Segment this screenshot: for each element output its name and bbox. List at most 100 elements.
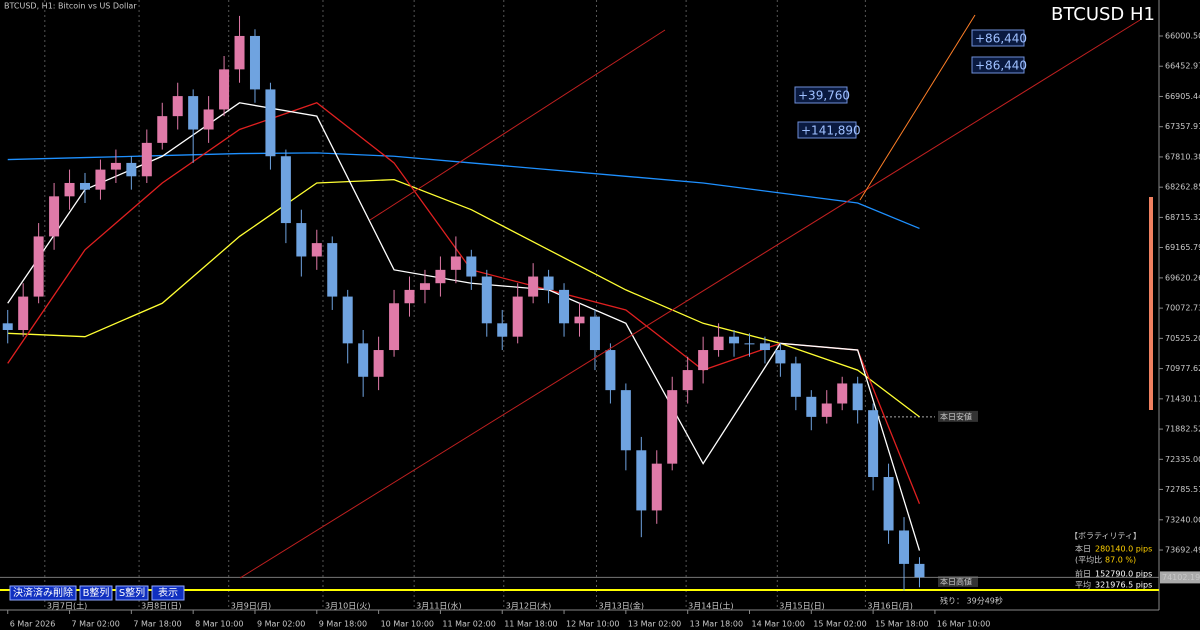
day-label: 3月14日(土) (688, 601, 734, 611)
button[interactable]: 表示 (151, 585, 185, 601)
candle-body (358, 343, 369, 377)
candle-body (219, 69, 230, 110)
trend-line (859, 14, 976, 201)
vol-value: 321976.5 pips (1095, 581, 1152, 590)
candle-body (589, 316, 600, 351)
y-tick-label: 71430.11 (1165, 394, 1200, 403)
candle-body (775, 350, 786, 364)
vol-value: 280140.0 pips (1095, 545, 1152, 554)
candle-body (744, 343, 755, 345)
day-label: 3月15日(日) (779, 602, 825, 611)
candle-body (373, 350, 384, 377)
y-tick-label: 72335.00 (1165, 455, 1200, 464)
candle-body (2, 323, 13, 330)
candle-body (497, 323, 508, 337)
y-tick-label: 73240.00 (1165, 515, 1200, 524)
candle-body (466, 256, 477, 277)
day-label: 3月11日(水) (416, 601, 462, 611)
candle-body (389, 303, 400, 351)
x-tick-label: 7 Mar 18:00 (133, 620, 181, 629)
y-tick-label: 71882.52 (1165, 425, 1200, 434)
y-tick-label: 73692.49 (1165, 546, 1200, 555)
day-label: 3月13日(金) (598, 601, 644, 611)
candle-body (234, 35, 245, 70)
button[interactable]: 決済済み削除 (9, 585, 77, 601)
annotation-text: +86,440 (975, 32, 1027, 46)
button[interactable]: B整列 (79, 585, 113, 601)
candle-body (404, 289, 415, 304)
chart-subtitle: BTCUSD, H1: Bitcoin vs US Dollar (4, 2, 137, 11)
candle-body (574, 316, 585, 324)
annotation: +86,440 (971, 29, 1027, 47)
candle-body (821, 403, 832, 417)
candle-body (110, 162, 121, 170)
candle-body (729, 336, 740, 344)
x-tick-label: 13 Mar 18:00 (690, 620, 743, 629)
candle-body (868, 410, 879, 478)
candle-body (157, 116, 168, 143)
vol-title: 【ボラティリティ】 (1070, 532, 1141, 541)
candle-body (64, 182, 75, 197)
x-tick-label: 12 Mar 10:00 (566, 620, 619, 629)
candle-body (759, 343, 770, 351)
vol-label: 前日 (1075, 569, 1091, 579)
candle-body (837, 383, 848, 404)
label-bg (938, 575, 978, 587)
x-tick-label: 15 Mar 18:00 (875, 620, 928, 629)
x-tick-label: 14 Mar 10:00 (751, 620, 804, 629)
candle-body (543, 276, 554, 290)
x-tick-label: 11 Mar 18:00 (504, 620, 557, 629)
y-tick-label: 72785.51 (1165, 485, 1200, 494)
candle-body (790, 363, 801, 397)
day-label: 3月8日(日) (141, 602, 181, 611)
candle-body (435, 269, 446, 284)
y-tick-label: 66905.44 (1165, 92, 1200, 101)
x-tick-label: 11 Mar 02:00 (442, 620, 495, 629)
candle-body (481, 276, 492, 324)
y-tick-label: 67357.91 (1165, 122, 1200, 131)
candle-body (450, 256, 461, 270)
button[interactable]: S整列 (115, 585, 149, 601)
day-label: 3月9日(月) (231, 602, 271, 611)
candle-body (172, 96, 183, 117)
y-tick-label: 66452.97 (1165, 62, 1200, 71)
candle-body (126, 162, 137, 177)
button-label[interactable]: 表示 (158, 586, 178, 599)
x-tick-label: 9 Mar 02:00 (257, 620, 305, 629)
day-high-label: 本日高値 (940, 576, 972, 586)
annotation: +86,440 (971, 56, 1027, 74)
y-tick-label: 67810.38 (1165, 152, 1200, 161)
button-label[interactable]: B整列 (83, 586, 110, 599)
annotation-text: +86,440 (975, 59, 1027, 73)
annotation-text: +39,760 (798, 89, 850, 103)
candle-body (605, 350, 616, 391)
x-tick-label: 7 Mar 02:00 (72, 620, 120, 629)
channel-line (239, 19, 1141, 579)
candle-body (620, 390, 631, 451)
candle-body (280, 156, 291, 224)
candle-body (33, 236, 44, 297)
day-label: 3月7日(土) (47, 601, 87, 611)
vol-value: 152790.0 pips (1095, 570, 1152, 579)
candle-body (188, 96, 199, 130)
candle-body (713, 336, 724, 351)
y-tick-label: 69620.26 (1165, 273, 1200, 282)
candle-body (914, 563, 925, 578)
button-label[interactable]: 決済済み削除 (13, 586, 73, 599)
y-tick-label: 68262.85 (1165, 183, 1200, 192)
day-label: 3月10日(火) (325, 602, 371, 611)
candle-body (559, 289, 570, 324)
candle-body (852, 383, 863, 411)
y-tick-label: 70525.20 (1165, 334, 1200, 343)
price-tag (1160, 571, 1200, 584)
candle-body (698, 350, 709, 371)
chart-title: BTCUSD H1 (1051, 4, 1155, 25)
x-tick-label: 13 Mar 02:00 (628, 620, 681, 629)
candle-body (682, 370, 693, 391)
button-label[interactable]: S整列 (119, 586, 145, 599)
y-tick-label: 66000.50 (1165, 31, 1200, 40)
candle-body (141, 142, 152, 177)
candle-body (636, 450, 647, 511)
candle-body (265, 89, 276, 157)
